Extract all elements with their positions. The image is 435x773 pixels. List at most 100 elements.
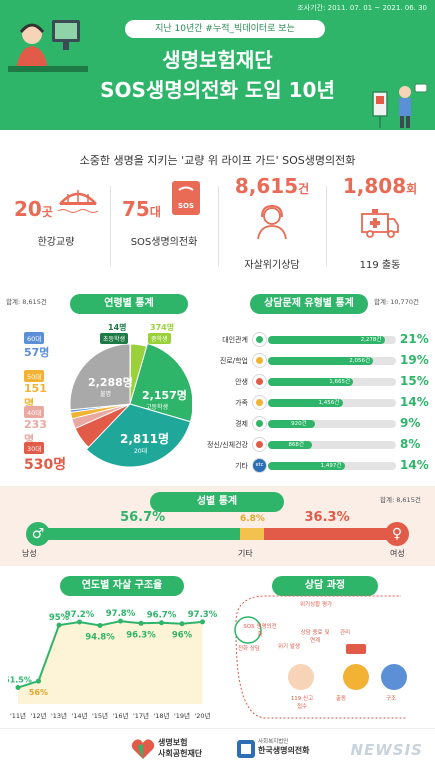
stat-label: SOS생명의전화 xyxy=(130,237,198,248)
age-total: 합계: 8,615건 xyxy=(6,298,47,306)
rescue-value-label: 95% xyxy=(49,613,70,623)
stat-number: 75 xyxy=(122,197,150,221)
consult-percent: 14% xyxy=(400,458,429,472)
phone-booth-illustration-icon xyxy=(372,83,428,128)
age-and-consult-section: 합계: 8,615건 연령별 통계 합계: 10,770건 상담문제 유형별 통… xyxy=(0,282,435,482)
sos-center-icon xyxy=(234,616,262,644)
book-icon xyxy=(252,353,267,368)
age-value: 233명 xyxy=(24,418,47,446)
age-value: 530명 xyxy=(24,457,67,473)
age-tag: 50대 xyxy=(24,370,45,382)
male-symbol-icon: ♂ xyxy=(26,522,50,546)
stat-bridges: 20곳 한강교량 xyxy=(6,174,106,248)
stat-label: 한강교량 xyxy=(37,237,75,248)
rescue-point xyxy=(200,619,205,625)
etc-icon: etc xyxy=(252,458,267,473)
header-title-line1: 생명보험재단 xyxy=(162,48,273,72)
consult-bar-track: 868건 xyxy=(268,441,396,449)
counselor-headset-illustration-icon xyxy=(8,20,88,72)
rescue-point xyxy=(118,618,123,624)
rescue-year-tick: '20년 xyxy=(194,711,210,720)
rescue-year-tick: '12년 xyxy=(30,711,46,720)
consult-bar: 868건 xyxy=(268,441,313,449)
gender-segment-2 xyxy=(240,528,264,540)
age-section-title: 연령별 통계 xyxy=(70,294,188,314)
stat-number: 8,615 xyxy=(234,174,299,198)
header-title-line2: SOS생명의전화 도입 10년 xyxy=(100,78,335,102)
consult-category-label: 대인관계 xyxy=(222,336,248,344)
middle-school-value: 374명 xyxy=(150,323,175,332)
consult-row: 정신/신체건강 868건 8% xyxy=(196,435,432,454)
elementary-tag: 초등학생 xyxy=(100,333,129,344)
consult-row: 안생 1,665건 15% xyxy=(196,372,432,391)
process-step: 119 신고 접수 xyxy=(290,696,314,710)
rescue-line xyxy=(17,620,203,689)
header-banner: 조사기간: 2011. 07. 01 ~ 2021. 06. 30 지난 10년… xyxy=(0,0,435,130)
process-step: 상담 종료 및 연계 xyxy=(300,630,330,644)
pie-slice-4 xyxy=(85,403,192,468)
org1-line1: 생명보험 xyxy=(158,738,188,747)
high-school-value: 2,157명 xyxy=(142,389,187,402)
consult-count: 1,497건 xyxy=(320,463,342,469)
survey-period: 조사기간: 2011. 07. 01 ~ 2021. 06. 30 xyxy=(297,4,427,12)
rescue-value-label: 97.3% xyxy=(188,610,218,620)
header-subtitle: 지난 10년간 #누적_빅데이터로 보는 xyxy=(125,20,325,38)
consult-bar-track: 920건 xyxy=(268,420,396,428)
rescue-point xyxy=(36,678,41,684)
twenties-value: 2,811명 xyxy=(120,432,169,446)
consult-bar-track: 1,665건 xyxy=(268,378,396,386)
rescue-year-tick: '19년 xyxy=(174,711,190,720)
rescue-year-tick: '18년 xyxy=(153,711,169,720)
age-30s: 30대 530명 xyxy=(24,442,70,474)
gender-segment-1 xyxy=(44,528,241,540)
stat-label: 119 출동 xyxy=(359,260,401,271)
divider xyxy=(110,186,111,266)
bridge-icon xyxy=(57,190,99,213)
caller-icon xyxy=(288,664,314,690)
stat-number: 1,808 xyxy=(342,174,407,198)
sos-icon-text: SOS xyxy=(178,202,194,210)
rescue-value-label: 97.8% xyxy=(106,609,136,619)
stat-label: 자살위기상담 xyxy=(244,260,300,271)
rescue-year-tick: '15년 xyxy=(92,711,108,720)
rescue-rate-chart: 51.5% '11년 56% '12년 95% '13년 97.2% '14년 94.8% '15… xyxy=(8,609,218,720)
process-center-label: SOS 생명의전화 xyxy=(243,624,277,638)
other-label: 기타 xyxy=(238,549,253,558)
consult-bar-track: 1,497건 xyxy=(268,462,396,470)
rescue-point xyxy=(159,620,164,626)
footer: 생명보험 사회공헌재단 사회복지법인 한국생명의전화 NEWSIS xyxy=(0,728,435,773)
age-40s: 40대 233명 xyxy=(24,406,54,447)
age-tag: 40대 xyxy=(24,406,45,418)
consult-bar-track: 2,278건 xyxy=(268,336,396,344)
sos-phone-icon: SOS xyxy=(171,181,200,215)
stats-lead: 소중한 생명을 지키는 '교량 위 라이프 가드' SOS생명의전화 xyxy=(79,154,356,167)
stat-counseling: 8,615건 자살위기상담 xyxy=(222,174,322,271)
age-tag: 60대 xyxy=(24,332,45,344)
phone-icon xyxy=(346,644,366,654)
stat-unit: 곳 xyxy=(41,205,53,219)
gender-section-title: 성별 통계 xyxy=(150,492,284,512)
consult-count: 2,056건 xyxy=(349,358,371,364)
consult-category-label: 안생 xyxy=(235,378,248,386)
rescue-point xyxy=(97,622,103,628)
pie-slice-9 xyxy=(69,343,131,411)
rescue-year-tick: '11년 xyxy=(10,711,26,720)
stat-unit: 회 xyxy=(406,182,418,196)
coin-icon xyxy=(252,416,267,431)
rescue-value-label: 56% xyxy=(29,688,48,697)
pie-slice-3 xyxy=(129,342,192,423)
twenties-tag: 20대 xyxy=(134,448,148,455)
consult-bar: 2,278건 xyxy=(268,336,385,344)
age-value: 57명 xyxy=(24,346,50,359)
age-50s: 50대 151명 xyxy=(24,370,54,411)
consult-category-label: 정신/신체건강 xyxy=(207,441,248,449)
family-icon xyxy=(252,395,267,410)
rescue-value-label: 96.3% xyxy=(126,630,156,640)
consult-bar-track: 2,056건 xyxy=(268,357,396,365)
consult-row: 가족 1,456건 14% xyxy=(196,393,432,412)
counselor-icon xyxy=(257,204,287,240)
consult-count: 868건 xyxy=(288,442,304,448)
age-tag: 30대 xyxy=(24,442,45,454)
rescue-point xyxy=(138,620,144,626)
